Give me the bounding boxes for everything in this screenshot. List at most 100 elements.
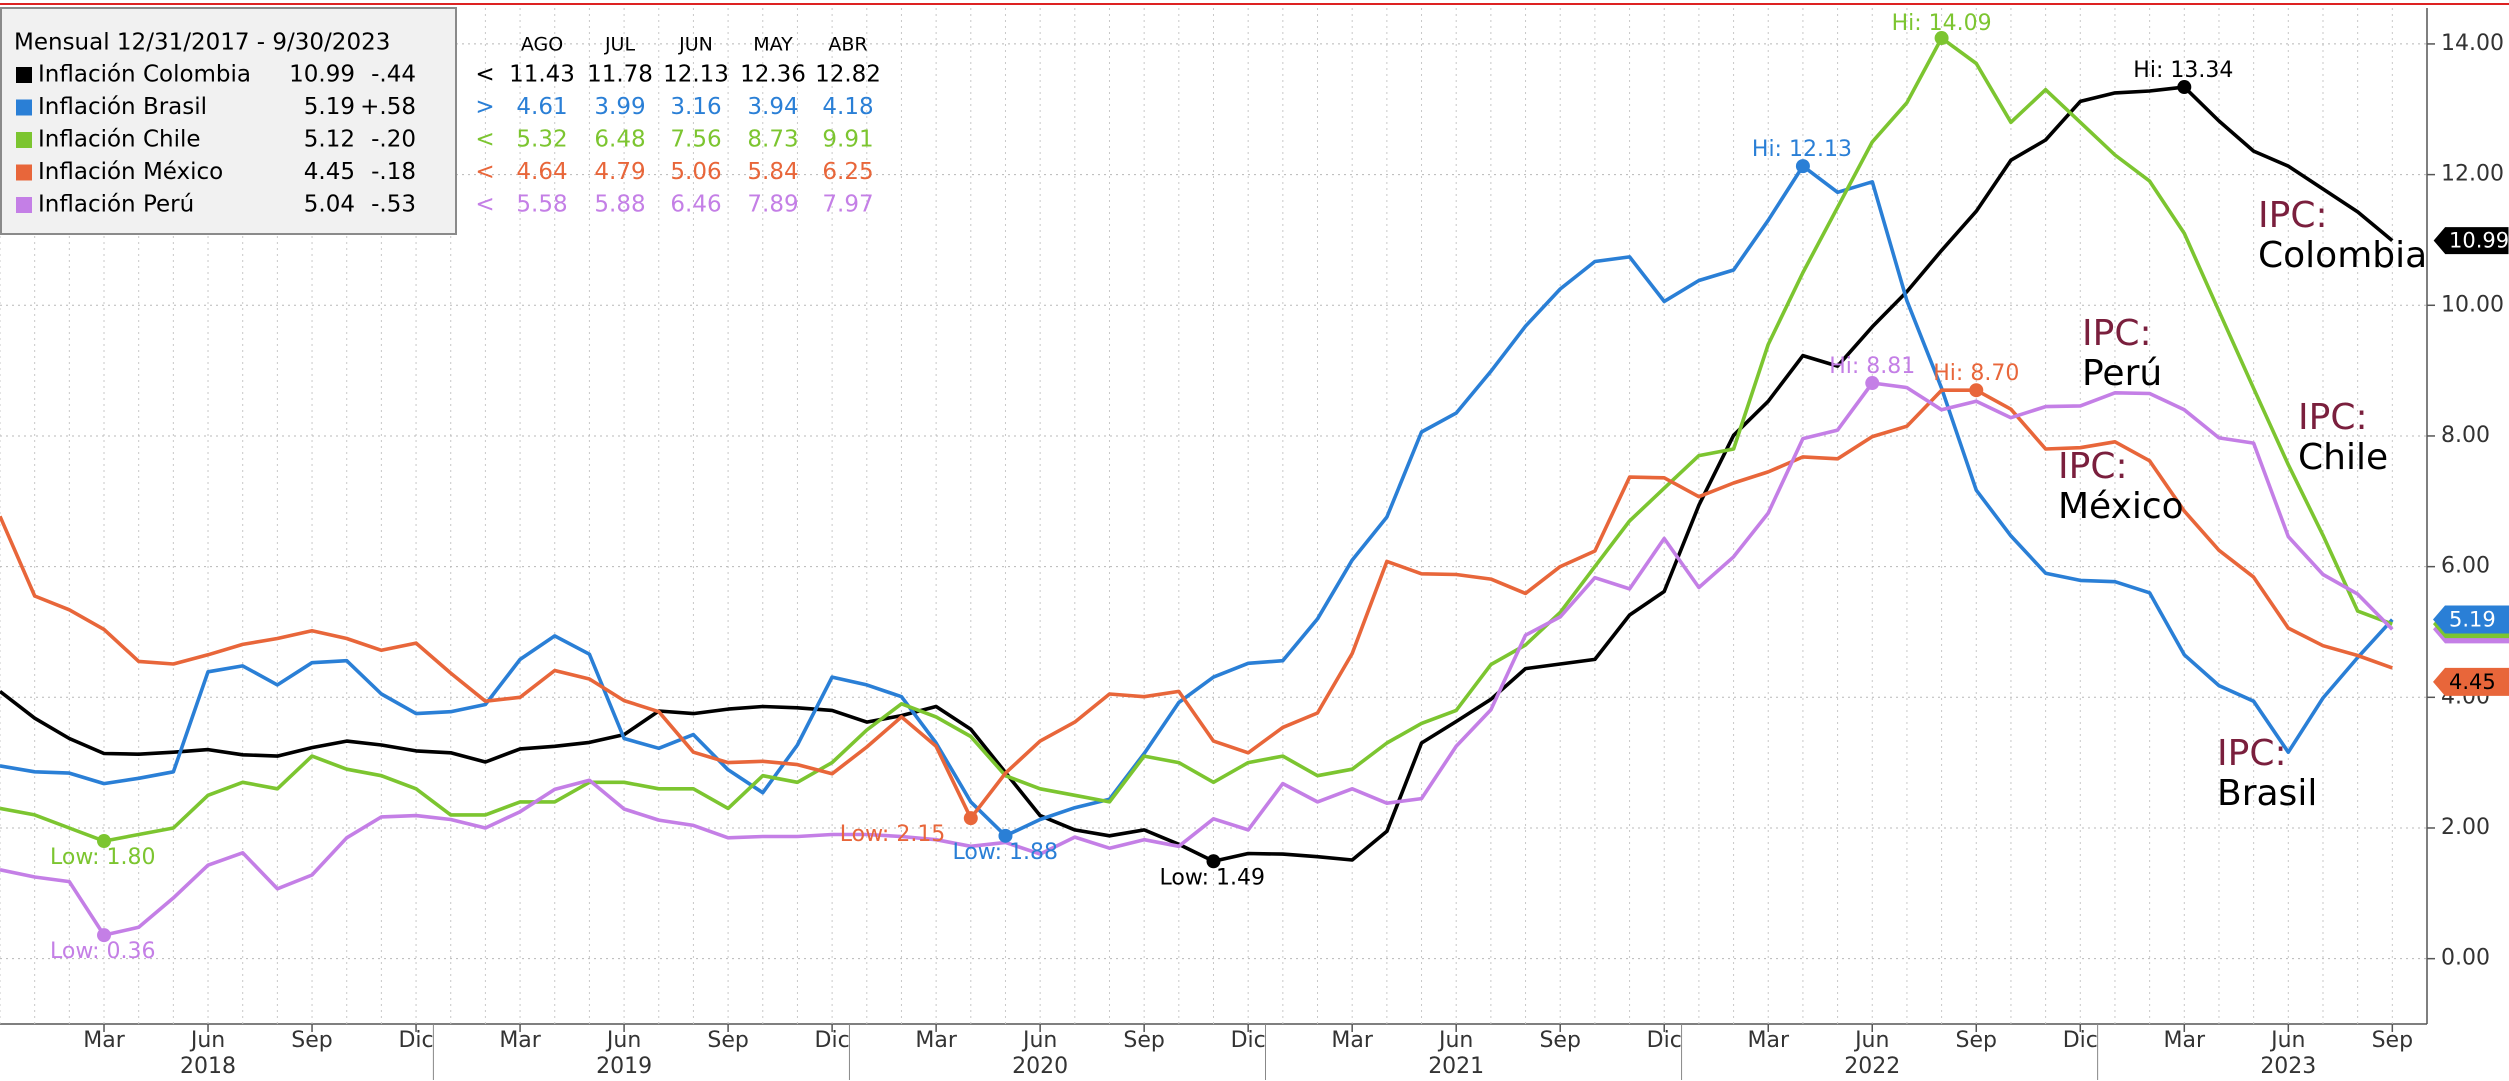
- table-value: 5.32: [516, 127, 567, 153]
- legend-swatch: [16, 197, 32, 213]
- table-value: 5.58: [516, 192, 567, 218]
- table-value: 3.99: [594, 94, 645, 120]
- table-value: 12.36: [740, 62, 806, 88]
- callout-label: Perú: [2082, 353, 2162, 394]
- x-year-label: 2019: [596, 1054, 652, 1079]
- table-value: 11.43: [509, 62, 575, 88]
- x-tick-label: Sep: [1123, 1028, 1164, 1053]
- table-value: 4.79: [594, 159, 645, 185]
- legend-last: 5.04: [304, 192, 355, 218]
- callout-label: Brasil: [2217, 773, 2317, 814]
- x-tick-label: Jun: [189, 1028, 225, 1053]
- annotation-label: Hi: 14.09: [1892, 11, 1992, 36]
- x-tick-label: Mar: [1331, 1028, 1373, 1053]
- legend-change: -.44: [371, 62, 416, 88]
- legend-last: 4.45: [304, 159, 355, 185]
- x-year-label: 2022: [1844, 1054, 1900, 1079]
- legend-last: 5.19: [304, 94, 355, 120]
- table-value: 4.64: [516, 159, 567, 185]
- table-value: 12.13: [663, 62, 729, 88]
- annotation-label: Low: 1.80: [50, 845, 156, 870]
- legend-swatch: [16, 164, 32, 181]
- extreme-dot: [1206, 854, 1221, 869]
- table-value: 7.97: [822, 192, 873, 218]
- callout-label: Chile: [2298, 437, 2388, 478]
- legend-name: Inflación Perú: [38, 192, 194, 218]
- table-value: 5.84: [747, 159, 798, 185]
- x-year-label: 2018: [180, 1054, 236, 1079]
- x-tick-label: Dic: [1231, 1028, 1266, 1053]
- series-line: [0, 164, 2394, 838]
- table-header: JUL: [604, 34, 636, 56]
- last-value-tag: [2432, 226, 2509, 256]
- legend-name: Inflación México: [38, 159, 223, 185]
- last-value-label: 4.45: [2449, 670, 2496, 694]
- y-tick-label: 12.00: [2441, 162, 2504, 187]
- series-line: [0, 381, 2394, 937]
- annotation-label: Low: 1.88: [952, 840, 1058, 865]
- extreme-dot: [1795, 159, 1810, 174]
- overlay: Hi: 13.34 Low: 1.49 Hi: 12.13 Low: 1.88 Hi: …: [0, 7, 2509, 964]
- table-value: 6.48: [594, 127, 645, 153]
- extreme-dot: [1969, 383, 1984, 398]
- legend-last: 5.12: [304, 127, 355, 153]
- y-tick-label: 10.00: [2441, 292, 2504, 317]
- x-tick-label: Dic: [398, 1028, 433, 1053]
- x-tick-label: Sep: [1956, 1028, 1997, 1053]
- legend-last: 10.99: [289, 62, 355, 88]
- x-tick-label: Dic: [815, 1028, 850, 1053]
- callout-prefix: IPC:: [2298, 397, 2368, 438]
- legend-box: [0, 7, 457, 235]
- x-tick-label: Mar: [2164, 1028, 2206, 1053]
- extreme-dot: [97, 834, 112, 849]
- annotation-label: Hi: 8.81: [1829, 354, 1915, 379]
- table-value: 5.06: [670, 159, 721, 185]
- callout-label: Colombia: [2258, 235, 2427, 276]
- table-value: 5.88: [594, 192, 645, 218]
- annotation-label: Hi: 8.70: [1933, 361, 2019, 386]
- annotation-label: Low: 2.15: [840, 822, 946, 847]
- annotation-label: Low: 0.36: [50, 939, 156, 964]
- legend-swatch: [16, 99, 32, 116]
- table-value: 3.94: [747, 94, 798, 120]
- x-tick-label: Jun: [605, 1028, 641, 1053]
- x-tick-label: Sep: [291, 1028, 332, 1053]
- table-value: 7.89: [747, 192, 798, 218]
- lines: [0, 36, 2394, 937]
- y-tick-label: 2.00: [2441, 815, 2490, 840]
- table-value: 4.18: [822, 94, 873, 120]
- last-value-tag: [2433, 605, 2509, 634]
- legend-name: Inflación Brasil: [38, 94, 207, 120]
- callout-prefix: IPC:: [2058, 446, 2128, 487]
- table-value: 4.61: [516, 94, 567, 120]
- legend-change: -.18: [371, 159, 416, 185]
- table-header: JUN: [678, 34, 713, 56]
- table-value: 8.73: [747, 127, 798, 153]
- x-tick-label: Dic: [1647, 1028, 1682, 1053]
- x-year-label: 2023: [2260, 1054, 2316, 1079]
- extreme-dot: [963, 811, 978, 826]
- annotation-label: Hi: 13.34: [2133, 58, 2233, 83]
- x-tick-label: Jun: [2269, 1028, 2305, 1053]
- extreme-dot: [1934, 31, 1949, 46]
- x-tick-label: Jun: [1437, 1028, 1473, 1053]
- table-value: 9.91: [822, 127, 873, 153]
- legend-title: Mensual 12/31/2017 - 9/30/2023: [14, 30, 390, 56]
- x-tick-label: Sep: [2372, 1028, 2413, 1053]
- extreme-dot: [998, 828, 1013, 843]
- last-value-label: 5.19: [2449, 608, 2496, 632]
- table-arrow: <: [475, 62, 494, 88]
- callout-label: México: [2058, 486, 2184, 527]
- table-value: 3.16: [670, 94, 721, 120]
- last-value-tag: [2433, 667, 2509, 696]
- table-header: MAY: [753, 34, 793, 56]
- x-tick-label: Sep: [707, 1028, 748, 1053]
- table-header: ABR: [828, 34, 867, 56]
- table-arrow: >: [475, 94, 494, 120]
- legend-change: -.20: [371, 127, 416, 153]
- last-value-label: 10.99: [2449, 229, 2509, 253]
- y-tick-label: 6.00: [2441, 554, 2490, 579]
- table-header: AGO: [521, 34, 563, 56]
